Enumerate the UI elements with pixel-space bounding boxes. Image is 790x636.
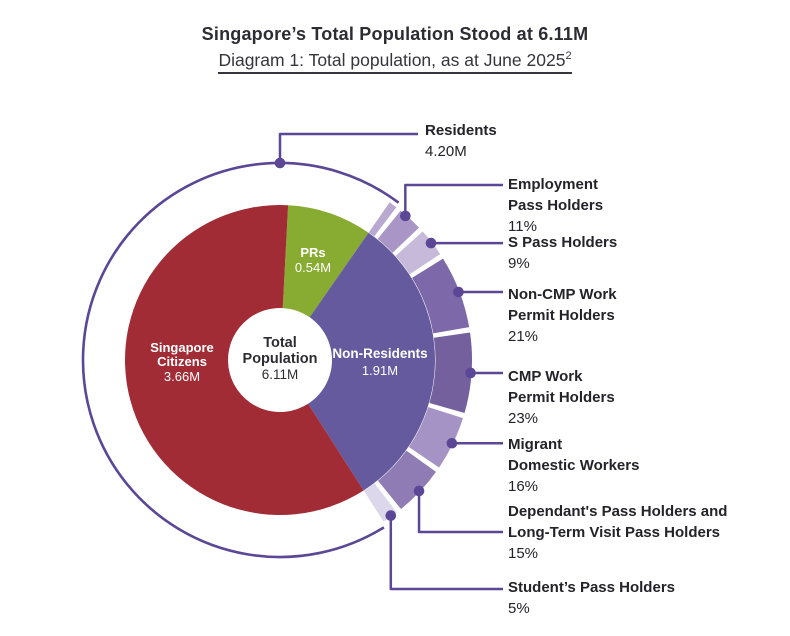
prs-segment-value: 0.54M bbox=[295, 260, 331, 275]
prs-segment-label: PRs bbox=[300, 245, 325, 260]
dependant-s-pass-holders-and-long-term-visit-pass-holders-callout-line bbox=[417, 490, 503, 534]
non-cmp-work-permit-holders-callout-dot bbox=[453, 286, 464, 298]
chart-header: Singapore’s Total Population Stood at 6.… bbox=[0, 24, 790, 74]
outer-segment-employment-pass-holders-lead bbox=[368, 202, 397, 237]
outer-segment-cmp-work-permit-holders bbox=[429, 332, 472, 414]
cmp-work-permit-holders-callout-dot bbox=[465, 367, 476, 379]
non-residents-segment-value: 1.91M bbox=[362, 363, 398, 378]
student-s-pass-holders-callout-line bbox=[389, 515, 503, 591]
singapore-citizens-segment-value: 3.66M bbox=[164, 369, 200, 384]
subtitle-footnote-marker: 2 bbox=[565, 49, 572, 62]
outer-segment-migrant-domestic-workers bbox=[408, 407, 463, 468]
singapore-citizens-segment-label: Singapore bbox=[150, 340, 214, 355]
chart-title: Singapore’s Total Population Stood at 6.… bbox=[201, 24, 589, 44]
s-pass-holders-callout-dot bbox=[425, 237, 437, 249]
outer-segment-non-cmp-work-permit-holders bbox=[412, 258, 470, 334]
dependant-s-pass-holders-and-long-term-visit-pass-holders-callout-dot bbox=[413, 485, 425, 497]
center-total-label: Total bbox=[263, 335, 297, 351]
non-residents-segment-label: Non-Residents bbox=[332, 346, 427, 361]
center-total-label: Population bbox=[243, 351, 318, 367]
segment-non-residents bbox=[308, 232, 436, 491]
employment-pass-holders-callout-line bbox=[404, 183, 503, 216]
migrant-domestic-workers-callout-dot bbox=[446, 437, 458, 449]
student-s-pass-holders-callout-dot bbox=[385, 510, 397, 521]
residents-ring-arc bbox=[81, 161, 400, 559]
chart-subtitle-text: Diagram 1: Total population, as at June … bbox=[218, 49, 566, 70]
residents-callout-line bbox=[278, 132, 418, 163]
singapore-citizens-segment-label: Citizens bbox=[157, 354, 207, 369]
employment-pass-holders-callout-dot bbox=[400, 210, 411, 222]
outer-segment-employment-pass-holders bbox=[377, 210, 420, 253]
chart-subtitle: Diagram 1: Total population, as at June … bbox=[0, 50, 790, 74]
center-total-value: 6.11M bbox=[262, 367, 299, 382]
segment-prs bbox=[282, 205, 369, 318]
segment-singapore-citizens bbox=[125, 205, 364, 515]
residents-callout-dot bbox=[274, 157, 286, 169]
outer-segment-dependant-s-pass-holders-and-long-term-visit-pass-holders bbox=[378, 450, 437, 510]
